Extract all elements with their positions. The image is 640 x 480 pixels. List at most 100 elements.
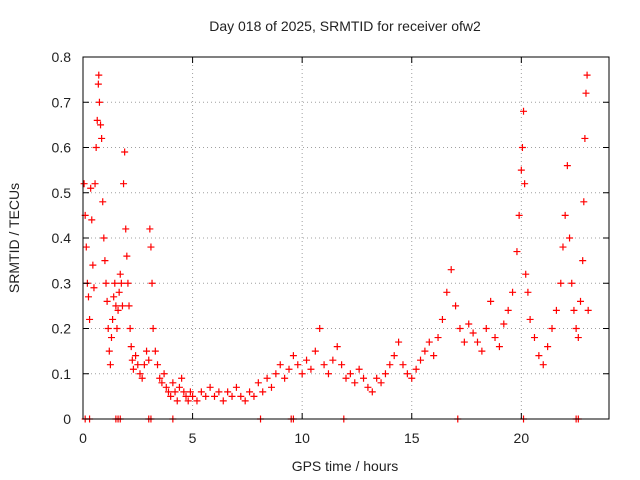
data-point (215, 388, 223, 396)
data-point (364, 383, 372, 391)
data-point (232, 383, 240, 391)
data-point (148, 279, 156, 287)
data-point (102, 279, 110, 287)
data-point (90, 284, 98, 292)
data-points (80, 71, 592, 423)
data-point (572, 325, 580, 332)
data-point (421, 347, 429, 355)
data-point (329, 356, 337, 364)
data-point (126, 325, 134, 332)
y-tick-label: 0.5 (52, 185, 72, 201)
data-point (417, 356, 425, 364)
data-point (447, 266, 455, 274)
data-point (373, 374, 381, 382)
data-point (425, 338, 433, 346)
data-point (559, 243, 567, 251)
data-point (342, 374, 350, 382)
data-point (82, 243, 90, 251)
data-point (115, 288, 123, 296)
data-point (582, 89, 590, 97)
data-point (136, 370, 144, 378)
data-point (84, 293, 92, 301)
data-point (487, 297, 495, 305)
data-point (105, 347, 113, 355)
data-point (430, 352, 438, 360)
y-tick-label: 0.6 (52, 140, 72, 156)
x-tick-label: 0 (79, 430, 87, 446)
data-point (121, 148, 129, 156)
data-point (377, 379, 385, 387)
data-point (128, 356, 136, 364)
data-point (184, 397, 192, 405)
data-point (465, 320, 473, 328)
data-point (224, 388, 232, 396)
data-point (101, 257, 109, 265)
data-point (93, 116, 101, 124)
data-point (111, 279, 119, 287)
data-point (456, 325, 464, 332)
data-point (241, 397, 249, 405)
data-point (395, 338, 403, 346)
data-point (113, 325, 121, 332)
data-point (491, 334, 499, 342)
data-point (368, 388, 376, 396)
data-point (80, 180, 88, 188)
data-point (237, 392, 245, 400)
data-point (351, 379, 359, 387)
data-point (276, 361, 284, 369)
data-point (285, 365, 293, 373)
data-point (123, 252, 131, 260)
data-point (171, 388, 179, 396)
data-point (211, 392, 218, 400)
data-point (530, 334, 538, 342)
data-point (518, 144, 526, 151)
data-point (228, 392, 236, 400)
data-point (86, 315, 94, 323)
data-point (95, 71, 103, 79)
x-axis: 0 5 10 15 20 (79, 57, 529, 446)
data-point (143, 347, 151, 355)
data-point (145, 356, 153, 364)
data-point (570, 306, 578, 314)
data-point (98, 134, 106, 142)
y-tick-label: 0.8 (52, 49, 72, 65)
data-point (577, 297, 585, 305)
data-point (403, 370, 411, 378)
data-point (116, 270, 124, 278)
data-point (95, 98, 103, 106)
data-point (452, 302, 460, 310)
data-point (438, 315, 446, 323)
data-point (495, 343, 503, 351)
data-point (97, 121, 105, 129)
data-point (311, 347, 319, 355)
data-point (99, 198, 107, 206)
data-point (197, 388, 205, 396)
data-point (281, 374, 289, 382)
y-tick-label: 0 (63, 411, 71, 427)
data-point (129, 365, 137, 373)
data-point (173, 397, 181, 405)
data-point (114, 306, 122, 314)
data-point (162, 383, 170, 391)
data-point (186, 388, 194, 396)
data-point (535, 352, 543, 360)
data-point (544, 343, 552, 351)
data-point (360, 374, 368, 382)
y-tick-label: 0.4 (52, 230, 72, 246)
x-tick-label: 20 (514, 430, 530, 446)
data-point (167, 392, 175, 400)
data-point (307, 365, 315, 373)
data-point (94, 80, 102, 88)
data-point (104, 325, 112, 332)
data-point (563, 162, 571, 170)
data-point (189, 392, 197, 400)
data-point (109, 315, 117, 323)
data-point (338, 361, 346, 369)
data-point (316, 325, 324, 332)
data-point (469, 329, 477, 337)
x-tick-label: 10 (294, 430, 310, 446)
data-point (320, 361, 328, 369)
data-point (298, 370, 306, 378)
data-point (87, 184, 95, 192)
